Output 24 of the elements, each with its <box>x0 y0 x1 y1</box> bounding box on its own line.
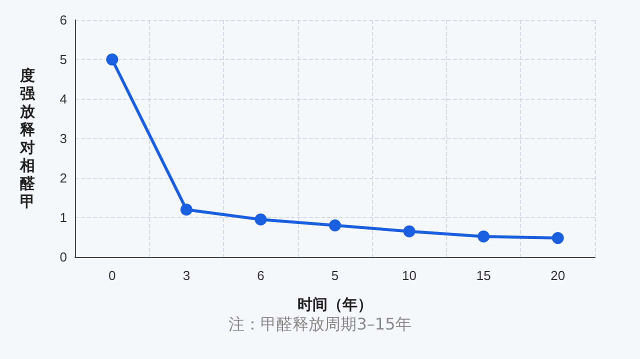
point <box>552 232 564 244</box>
x-axis-title: 时间（年） <box>298 296 372 314</box>
y-tick-label: 0 <box>60 250 67 264</box>
point <box>478 230 490 242</box>
point <box>329 219 341 232</box>
x-tick-label: 6 <box>257 268 264 283</box>
y-tick-label: 2 <box>60 170 67 186</box>
x-tick-label: 10 <box>402 268 417 283</box>
point <box>254 213 267 226</box>
y-tick-label: 4 <box>60 92 67 106</box>
y-tick-label: 5 <box>60 52 67 67</box>
point <box>106 54 118 66</box>
x-tick-label: 0 <box>108 268 116 283</box>
point <box>180 204 192 216</box>
x-tick-label: 15 <box>476 268 491 283</box>
x-tick-label: 5 <box>331 268 339 283</box>
x-tick-label: 3 <box>182 268 190 283</box>
y-tick-label: 3 <box>60 131 67 146</box>
y-tick-label: 6 <box>60 12 67 28</box>
y-axis-title: 度强放释对相醛甲 <box>19 66 36 210</box>
point <box>403 225 416 238</box>
x-tick-label: 20 <box>550 268 566 283</box>
text: 注：甲醛释放周期3–15年 <box>228 314 412 334</box>
y-tick-label: 1 <box>60 210 67 225</box>
